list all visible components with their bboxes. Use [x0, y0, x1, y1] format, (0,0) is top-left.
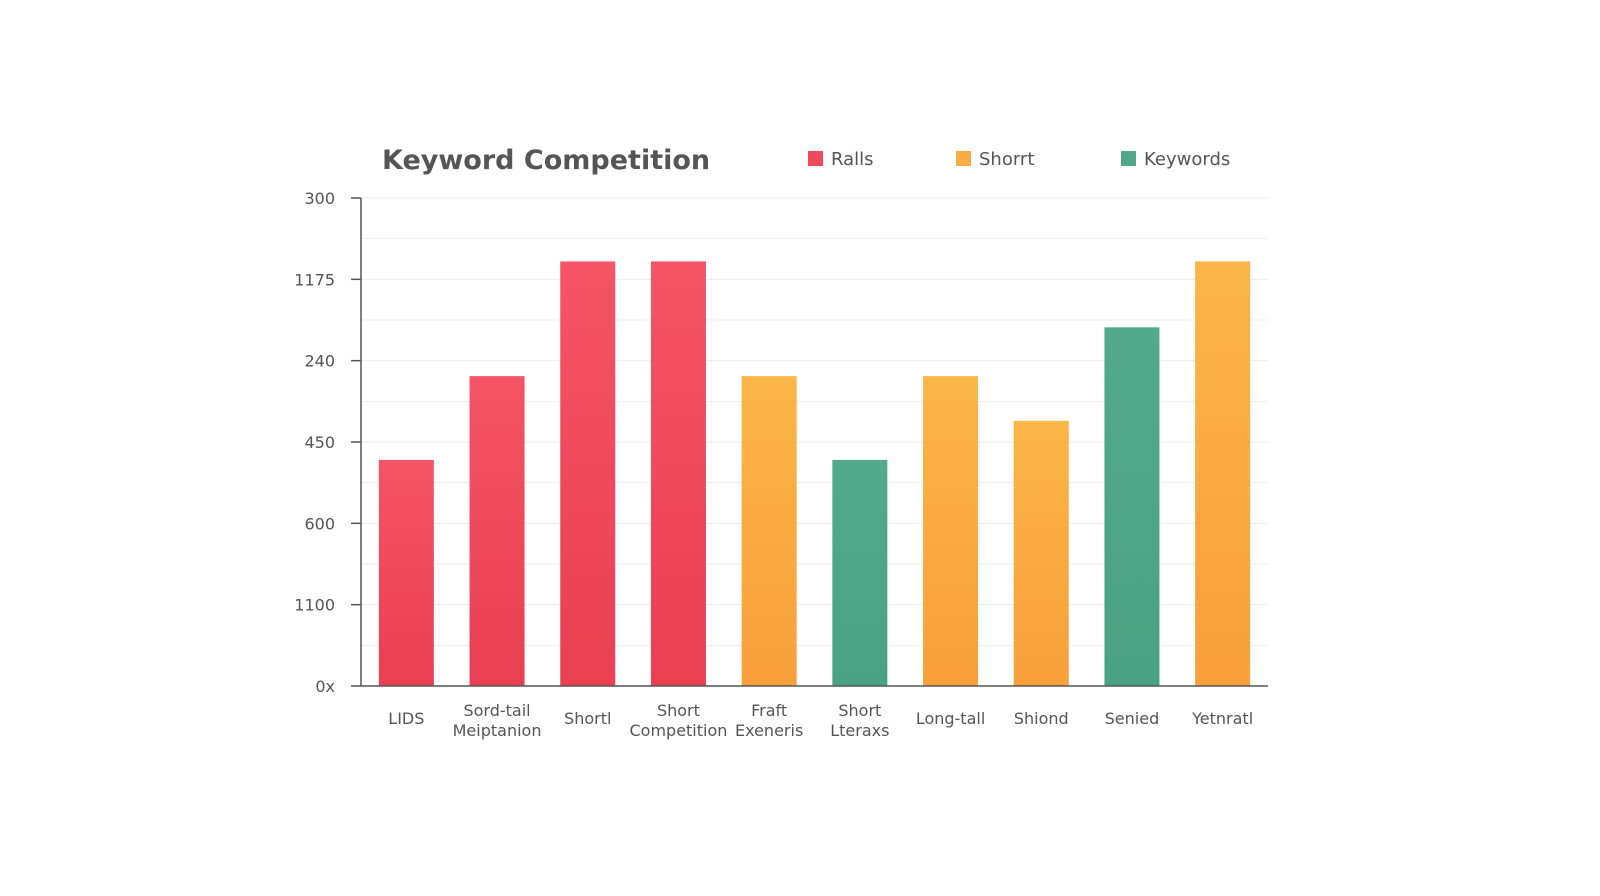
x-category-label: Sord-tail Meiptanion: [453, 701, 542, 740]
y-tick-label: 1175: [294, 270, 335, 289]
y-axis-ticks: 0x 1100 600 450 240 1175 300: [294, 189, 361, 696]
bar-6: [832, 459, 888, 686]
legend-label: Keywords: [1144, 149, 1230, 170]
bar-7: [923, 376, 979, 686]
y-tick-label: 300: [304, 189, 335, 208]
x-axis-labels: LIDS Sord-tail Meiptanion Shortl Short Compet…: [388, 701, 1253, 740]
bar-2: [469, 376, 525, 686]
legend-swatch: [808, 151, 823, 166]
bar-5: [741, 376, 797, 686]
x-category-label: Fraft Exeneris: [735, 701, 803, 740]
bar-8: [1013, 420, 1069, 686]
legend-label: Ralls: [831, 149, 874, 170]
x-category-label: Short Competition: [629, 701, 727, 740]
x-category-label: Short Lteraxs: [830, 701, 889, 740]
bars: [378, 261, 1251, 686]
bar-10: [1195, 261, 1251, 686]
legend-swatch: [1121, 151, 1136, 166]
bar-1: [378, 459, 434, 686]
bar-4: [650, 261, 706, 686]
legend-swatch: [956, 151, 971, 166]
legend-label: Shorrt: [979, 149, 1034, 170]
x-category-label: Shortl: [564, 709, 611, 728]
bar-9: [1104, 327, 1160, 686]
x-category-label: Long-tall: [916, 709, 985, 728]
x-category-label: Yetnratl: [1191, 709, 1253, 728]
x-category-label: Shiond: [1014, 709, 1069, 728]
chart-title: Keyword Competition: [382, 145, 710, 176]
x-category-label: Senied: [1105, 709, 1160, 728]
y-tick-label: 600: [304, 514, 335, 533]
y-tick-label: 450: [304, 433, 335, 452]
y-tick-label: 0x: [315, 677, 335, 696]
y-tick-label: 240: [304, 352, 335, 371]
bar-3: [560, 261, 616, 686]
y-tick-label: 1100: [294, 596, 335, 615]
axes: [360, 198, 1268, 687]
legend: Ralls Shorrt Keywords: [808, 149, 1230, 170]
x-category-label: LIDS: [388, 709, 424, 728]
